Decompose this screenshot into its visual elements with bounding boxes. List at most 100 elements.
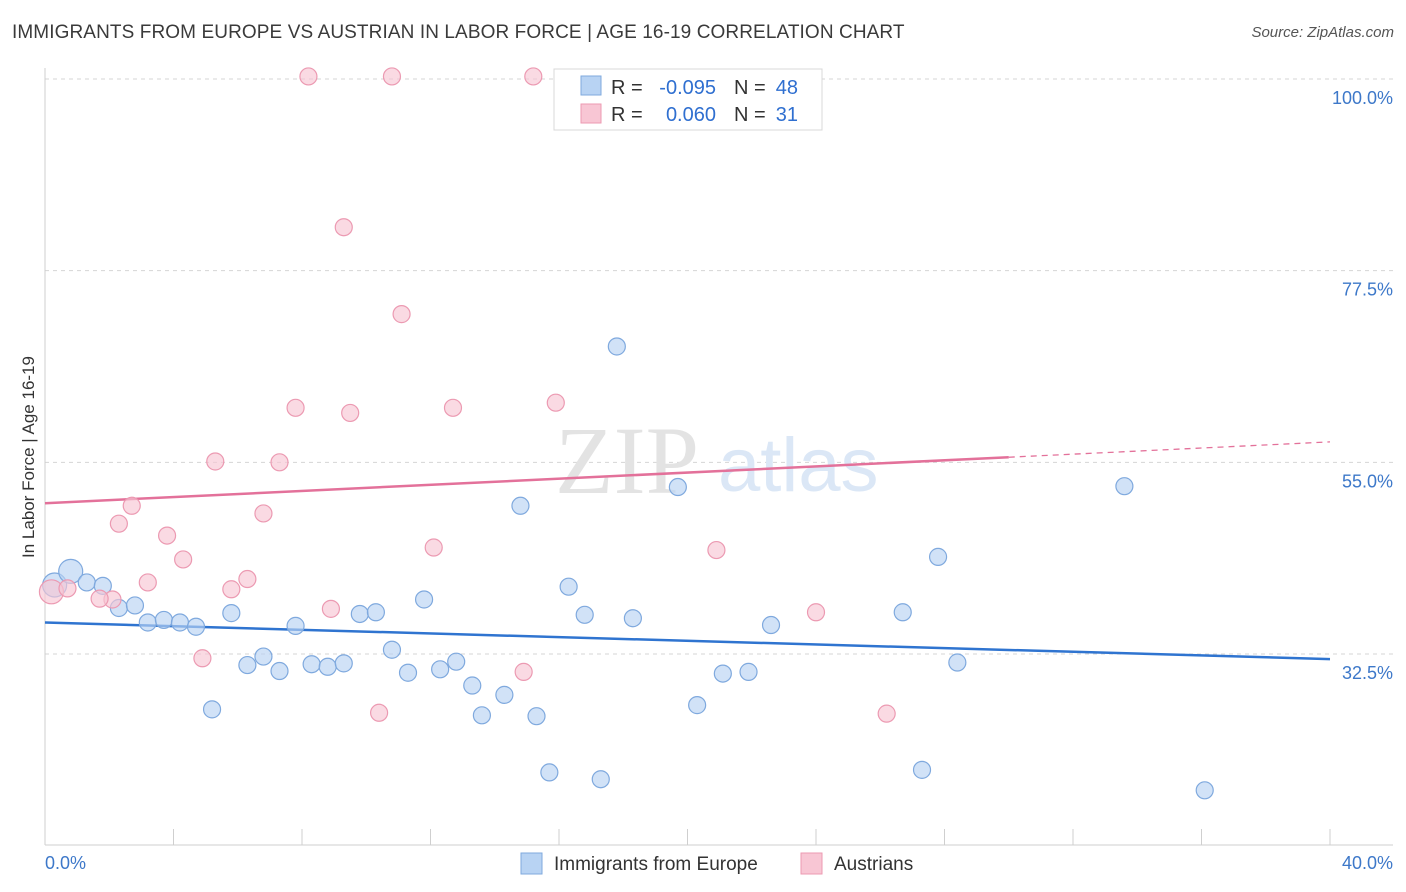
pink-data-point xyxy=(286,398,305,417)
legend-swatch-pink xyxy=(800,852,823,875)
pink-data-point xyxy=(193,649,212,668)
blue-data-point xyxy=(447,652,466,671)
blue-data-point xyxy=(254,647,273,666)
n-label-blue: N = xyxy=(734,77,766,99)
blue-data-point xyxy=(948,653,967,672)
y-axis-tick-labels: 100.0% 77.5% 55.0% 32.5% xyxy=(1332,88,1393,683)
pink-data-point xyxy=(174,550,193,569)
blue-data-point xyxy=(77,573,96,592)
pink-data-point xyxy=(370,703,389,722)
pink-data-point xyxy=(254,504,273,523)
n-value-pink: 31 xyxy=(776,104,798,126)
r-label-pink: R = xyxy=(611,104,643,126)
legend: Immigrants from Europe Austrians xyxy=(520,852,913,875)
r-label-blue: R = xyxy=(611,77,643,99)
gridlines xyxy=(45,78,1393,655)
pink-data-point xyxy=(382,67,402,86)
r-value-blue: -0.095 xyxy=(659,77,716,99)
n-label-pink: N = xyxy=(734,104,766,126)
x-axis-ticks xyxy=(44,829,1331,845)
blue-data-point xyxy=(623,609,642,628)
watermark-zip: ZIP xyxy=(555,407,699,514)
pink-data-point xyxy=(392,305,411,324)
blue-data-point xyxy=(607,337,626,356)
y-tick-label: 100.0% xyxy=(1332,88,1393,108)
blue-data-point xyxy=(398,663,418,682)
blue-data-point xyxy=(1115,477,1134,496)
blue-data-point xyxy=(125,596,145,615)
blue-data-point xyxy=(668,477,687,497)
blue-data-point xyxy=(366,603,385,622)
chart-title: IMMIGRANTS FROM EUROPE VS AUSTRIAN IN LA… xyxy=(12,22,905,43)
blue-data-point xyxy=(559,577,578,596)
pink-data-point xyxy=(877,704,896,723)
blue-data-point xyxy=(302,655,321,674)
pink-data-point xyxy=(546,393,565,412)
pink-trend-line-dashed xyxy=(1008,441,1331,458)
pink-data-point xyxy=(524,67,543,86)
legend-label-pink: Austrians xyxy=(834,854,913,875)
pink-data-point xyxy=(206,452,225,471)
blue-data-point xyxy=(202,700,222,719)
pink-data-point xyxy=(157,526,177,545)
pink-data-point xyxy=(90,589,109,608)
pink-data-point xyxy=(122,496,141,515)
pink-data-point xyxy=(299,67,318,86)
blue-data-point xyxy=(591,770,610,789)
blue-data-point xyxy=(270,661,289,681)
blue-data-point xyxy=(739,662,758,681)
trend-lines xyxy=(44,441,1331,661)
blue-data-point xyxy=(318,657,337,676)
blue-data-point xyxy=(350,604,369,624)
blue-data-point xyxy=(893,603,912,622)
pink-data-point xyxy=(341,403,360,423)
blue-data-point xyxy=(472,706,491,725)
blue-data-point xyxy=(382,640,402,659)
source-credit: Source: ZipAtlas.com xyxy=(1251,24,1394,41)
blue-data-point xyxy=(154,610,173,630)
blue-data-point xyxy=(912,760,932,779)
pink-data-point xyxy=(222,580,241,599)
blue-data-point xyxy=(540,763,559,782)
blue-data-point xyxy=(527,707,546,726)
blue-data-point xyxy=(431,660,450,679)
pink-data-point xyxy=(514,662,533,681)
pink-data-point xyxy=(334,218,353,237)
pink-data-point xyxy=(321,599,341,618)
blue-data-point xyxy=(138,613,157,632)
blue-data-point xyxy=(286,616,305,635)
x-tick-label-min: 0.0% xyxy=(45,853,86,873)
blue-data-point xyxy=(414,590,434,609)
blue-trend-line xyxy=(44,621,1331,661)
blue-data-point xyxy=(238,655,257,675)
blue-data-point xyxy=(222,604,241,623)
pink-data-point xyxy=(270,453,289,472)
legend-swatch-blue xyxy=(520,852,543,875)
pink-trend-line xyxy=(44,455,1009,505)
pink-data-point xyxy=(443,398,463,417)
y-tick-label: 55.0% xyxy=(1342,471,1393,491)
pink-data-point xyxy=(58,579,77,598)
y-tick-label: 77.5% xyxy=(1342,280,1393,300)
x-tick-label-max: 40.0% xyxy=(1342,853,1393,873)
pink-data-point xyxy=(238,569,257,589)
n-value-blue: 48 xyxy=(776,77,798,99)
pink-data-point xyxy=(424,538,443,557)
pink-data-point xyxy=(806,603,826,622)
blue-data-point xyxy=(170,613,190,632)
blue-data-point xyxy=(713,664,732,683)
correlation-swatch-blue xyxy=(580,75,602,96)
data-points xyxy=(38,67,1214,800)
blue-data-point xyxy=(186,617,206,636)
y-tick-label: 32.5% xyxy=(1342,663,1393,683)
blue-data-point xyxy=(1195,781,1214,800)
correlation-box: R = -0.095 N = 48 R = 0.060 N = 31 xyxy=(553,68,823,131)
y-axis-label: In Labor Force | Age 16-19 xyxy=(19,356,38,558)
pink-data-point xyxy=(138,573,157,592)
blue-data-point xyxy=(495,685,514,704)
blue-data-point xyxy=(334,654,353,673)
blue-data-point xyxy=(463,676,482,695)
blue-data-point xyxy=(928,547,948,566)
pink-data-point xyxy=(707,540,726,560)
